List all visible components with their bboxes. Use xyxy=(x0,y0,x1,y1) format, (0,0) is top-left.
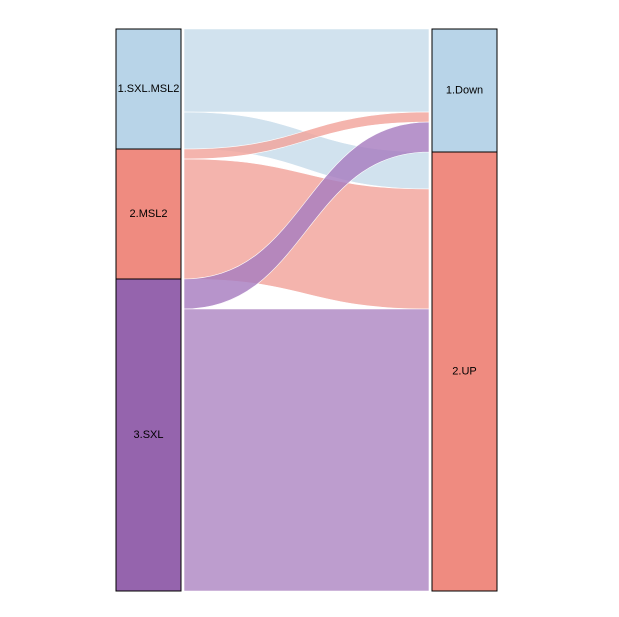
left-node-label: 2.MSL2 xyxy=(130,208,168,220)
left-node-3-sxl xyxy=(115,278,182,592)
right-node-label: 1.Down xyxy=(446,85,483,97)
right-node-label: 2.UP xyxy=(452,366,476,378)
flows-layer xyxy=(183,28,430,592)
left-node-label: 1.SXL.MSL2 xyxy=(118,83,180,95)
left-node-2-msl2 xyxy=(115,148,182,280)
left-node-label: 3.SXL xyxy=(134,429,164,441)
right-node-2-up xyxy=(431,151,498,592)
flow-1-sxl-msl2-to-1-down xyxy=(183,28,430,113)
nodes-layer: 1.SXL.MSL2 2.MSL2 3.SXL 1.Down 2.UP xyxy=(115,28,498,592)
flow-3-sxl-to-1-down xyxy=(183,121,430,310)
flow-3-sxl-to-2-up xyxy=(183,308,430,592)
left-node-1-sxl-msl2 xyxy=(115,28,182,150)
